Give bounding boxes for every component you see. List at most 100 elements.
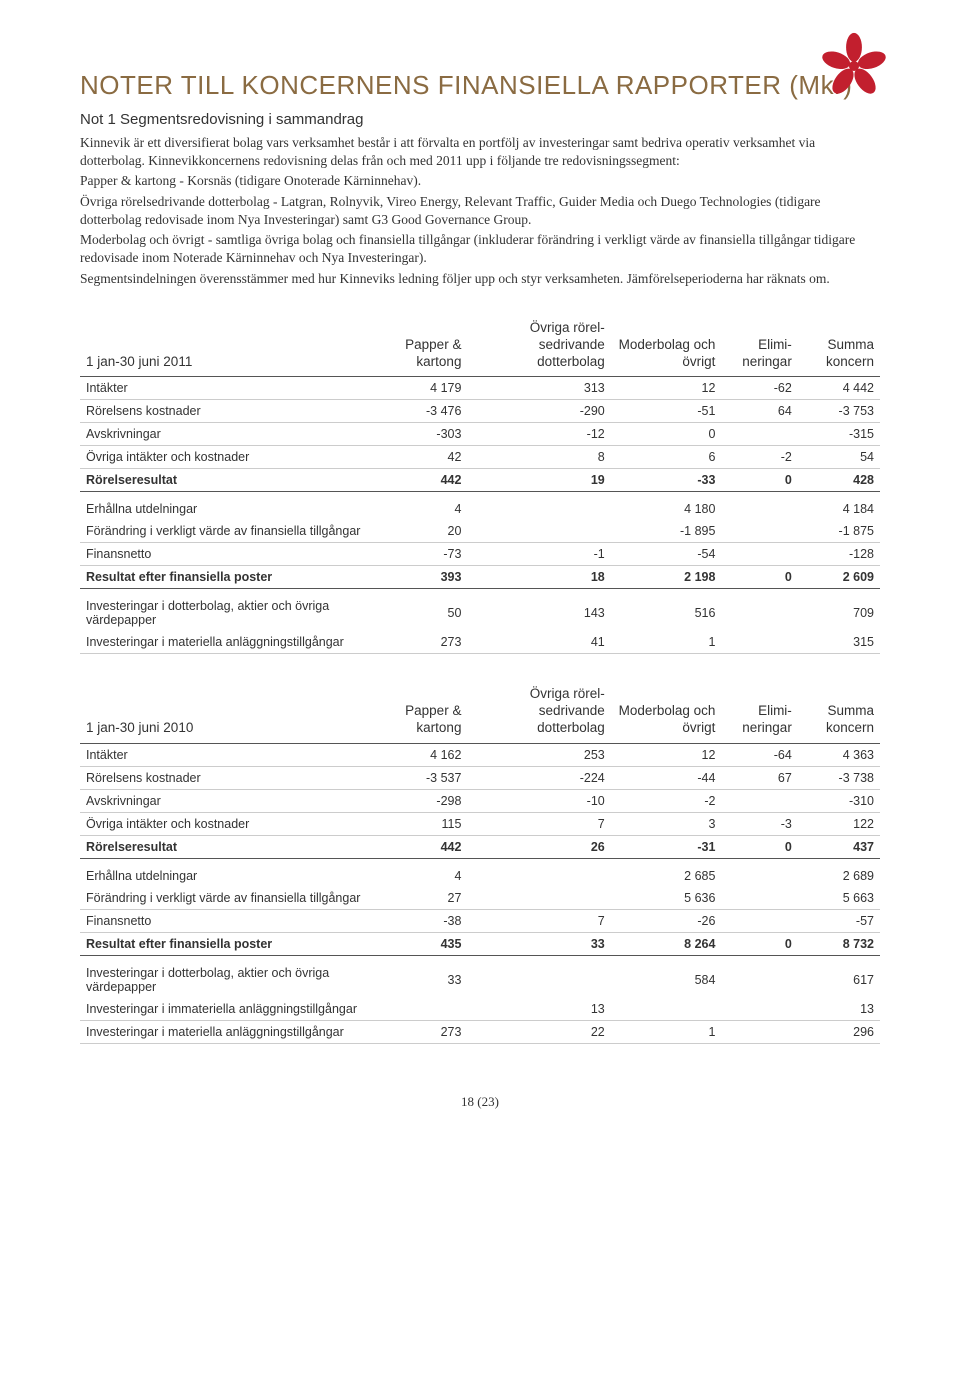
body-text: Kinnevik är ett diversifierat bolag vars… xyxy=(80,134,860,288)
page-title: NOTER TILL KONCERNENS FINANSIELLA RAPPOR… xyxy=(80,70,880,101)
cell-value: -51 xyxy=(611,400,722,423)
cell-value: -2 xyxy=(611,790,722,813)
row-label: Avskrivningar xyxy=(80,423,384,446)
row-label: Övriga intäkter och kostnader xyxy=(80,813,384,836)
row-label: Förändring i verkligt värde av finansiel… xyxy=(80,887,384,910)
paragraph: Övriga rörelsedrivande dotterbolag - Lat… xyxy=(80,193,860,229)
row-label: Investeringar i materiella anläggningsti… xyxy=(80,1021,384,1044)
cell-value xyxy=(721,1021,797,1044)
paragraph: Kinnevik är ett diversifierat bolag vars… xyxy=(80,134,860,170)
cell-value xyxy=(721,631,797,654)
page-number: 18 (23) xyxy=(80,1094,880,1110)
col-header: Summa koncern xyxy=(798,682,880,743)
cell-value xyxy=(721,998,797,1021)
cell-value: 617 xyxy=(798,956,880,999)
col-header: Summa koncern xyxy=(798,316,880,377)
table-row: Investeringar i materiella anläggningsti… xyxy=(80,631,880,654)
cell-value xyxy=(611,998,722,1021)
cell-value: -3 xyxy=(721,813,797,836)
cell-value: 273 xyxy=(384,631,467,654)
table-row: Förändring i verkligt värde av finansiel… xyxy=(80,520,880,543)
row-label: Avskrivningar xyxy=(80,790,384,813)
cell-value: 313 xyxy=(467,377,610,400)
cell-value xyxy=(467,887,610,910)
cell-value: -298 xyxy=(384,790,467,813)
cell-value: -2 xyxy=(721,446,797,469)
col-header: Elimi-neringar xyxy=(721,682,797,743)
cell-value: 0 xyxy=(611,423,722,446)
cell-value: -315 xyxy=(798,423,880,446)
cell-value: -57 xyxy=(798,910,880,933)
table-row: Rörelseresultat44219-330428 xyxy=(80,469,880,492)
cell-value: -10 xyxy=(467,790,610,813)
cell-value: 54 xyxy=(798,446,880,469)
cell-value xyxy=(467,859,610,888)
cell-value: 3 xyxy=(611,813,722,836)
cell-value: 2 198 xyxy=(611,566,722,589)
cell-value xyxy=(721,956,797,999)
cell-value: 0 xyxy=(721,933,797,956)
cell-value: 442 xyxy=(384,469,467,492)
segment-table-2011: 1 jan-30 juni 2011 Papper & kartong Övri… xyxy=(80,316,880,655)
table-row: Rörelseresultat44226-310437 xyxy=(80,836,880,859)
cell-value: -224 xyxy=(467,767,610,790)
row-label: Rörelsens kostnader xyxy=(80,400,384,423)
col-period: 1 jan-30 juni 2010 xyxy=(80,682,384,743)
cell-value xyxy=(467,520,610,543)
table-row: Resultat efter finansiella poster435338 … xyxy=(80,933,880,956)
cell-value: -62 xyxy=(721,377,797,400)
cell-value: -310 xyxy=(798,790,880,813)
cell-value: -12 xyxy=(467,423,610,446)
table-row: Erhållna utdelningar44 1804 184 xyxy=(80,492,880,521)
cell-value xyxy=(467,492,610,521)
col-header: Övriga rörel-sedrivande dotterbolag xyxy=(467,316,610,377)
cell-value: 709 xyxy=(798,589,880,632)
cell-value: 67 xyxy=(721,767,797,790)
cell-value: 8 732 xyxy=(798,933,880,956)
cell-value: 19 xyxy=(467,469,610,492)
cell-value: 7 xyxy=(467,813,610,836)
cell-value: 393 xyxy=(384,566,467,589)
cell-value: 12 xyxy=(611,744,722,767)
cell-value: -33 xyxy=(611,469,722,492)
table-row: Finansnetto-387-26-57 xyxy=(80,910,880,933)
cell-value: 12 xyxy=(611,377,722,400)
cell-value: 50 xyxy=(384,589,467,632)
cell-value: 442 xyxy=(384,836,467,859)
cell-value: -38 xyxy=(384,910,467,933)
cell-value: -73 xyxy=(384,543,467,566)
cell-value: 428 xyxy=(798,469,880,492)
cell-value: 64 xyxy=(721,400,797,423)
row-label: Resultat efter finansiella poster xyxy=(80,566,384,589)
table-row: Avskrivningar-298-10-2 -310 xyxy=(80,790,880,813)
cell-value: 13 xyxy=(467,998,610,1021)
cell-value: -303 xyxy=(384,423,467,446)
cell-value: 6 xyxy=(611,446,722,469)
cell-value xyxy=(721,492,797,521)
row-label: Resultat efter finansiella poster xyxy=(80,933,384,956)
cell-value xyxy=(721,543,797,566)
paragraph: Moderbolag och övrigt - samtliga övriga … xyxy=(80,231,860,267)
cell-value: 4 184 xyxy=(798,492,880,521)
cell-value: 27 xyxy=(384,887,467,910)
cell-value: 4 xyxy=(384,492,467,521)
cell-value: 8 264 xyxy=(611,933,722,956)
cell-value: 2 689 xyxy=(798,859,880,888)
col-period: 1 jan-30 juni 2011 xyxy=(80,316,384,377)
table-row: Rörelsens kostnader-3 476-290-5164-3 753 xyxy=(80,400,880,423)
cell-value: 5 663 xyxy=(798,887,880,910)
col-header: Elimi-neringar xyxy=(721,316,797,377)
table-row: Investeringar i immateriella anläggnings… xyxy=(80,998,880,1021)
cell-value: 2 685 xyxy=(611,859,722,888)
cell-value: 22 xyxy=(467,1021,610,1044)
cell-value: -3 738 xyxy=(798,767,880,790)
company-logo-icon xyxy=(818,30,890,107)
col-header: Övriga rörel-sedrivande dotterbolag xyxy=(467,682,610,743)
cell-value: 273 xyxy=(384,1021,467,1044)
cell-value: 315 xyxy=(798,631,880,654)
cell-value: 7 xyxy=(467,910,610,933)
cell-value: 2 609 xyxy=(798,566,880,589)
table-row: Investeringar i dotterbolag, aktier och … xyxy=(80,956,880,999)
cell-value: 435 xyxy=(384,933,467,956)
row-label: Investeringar i dotterbolag, aktier och … xyxy=(80,589,384,632)
